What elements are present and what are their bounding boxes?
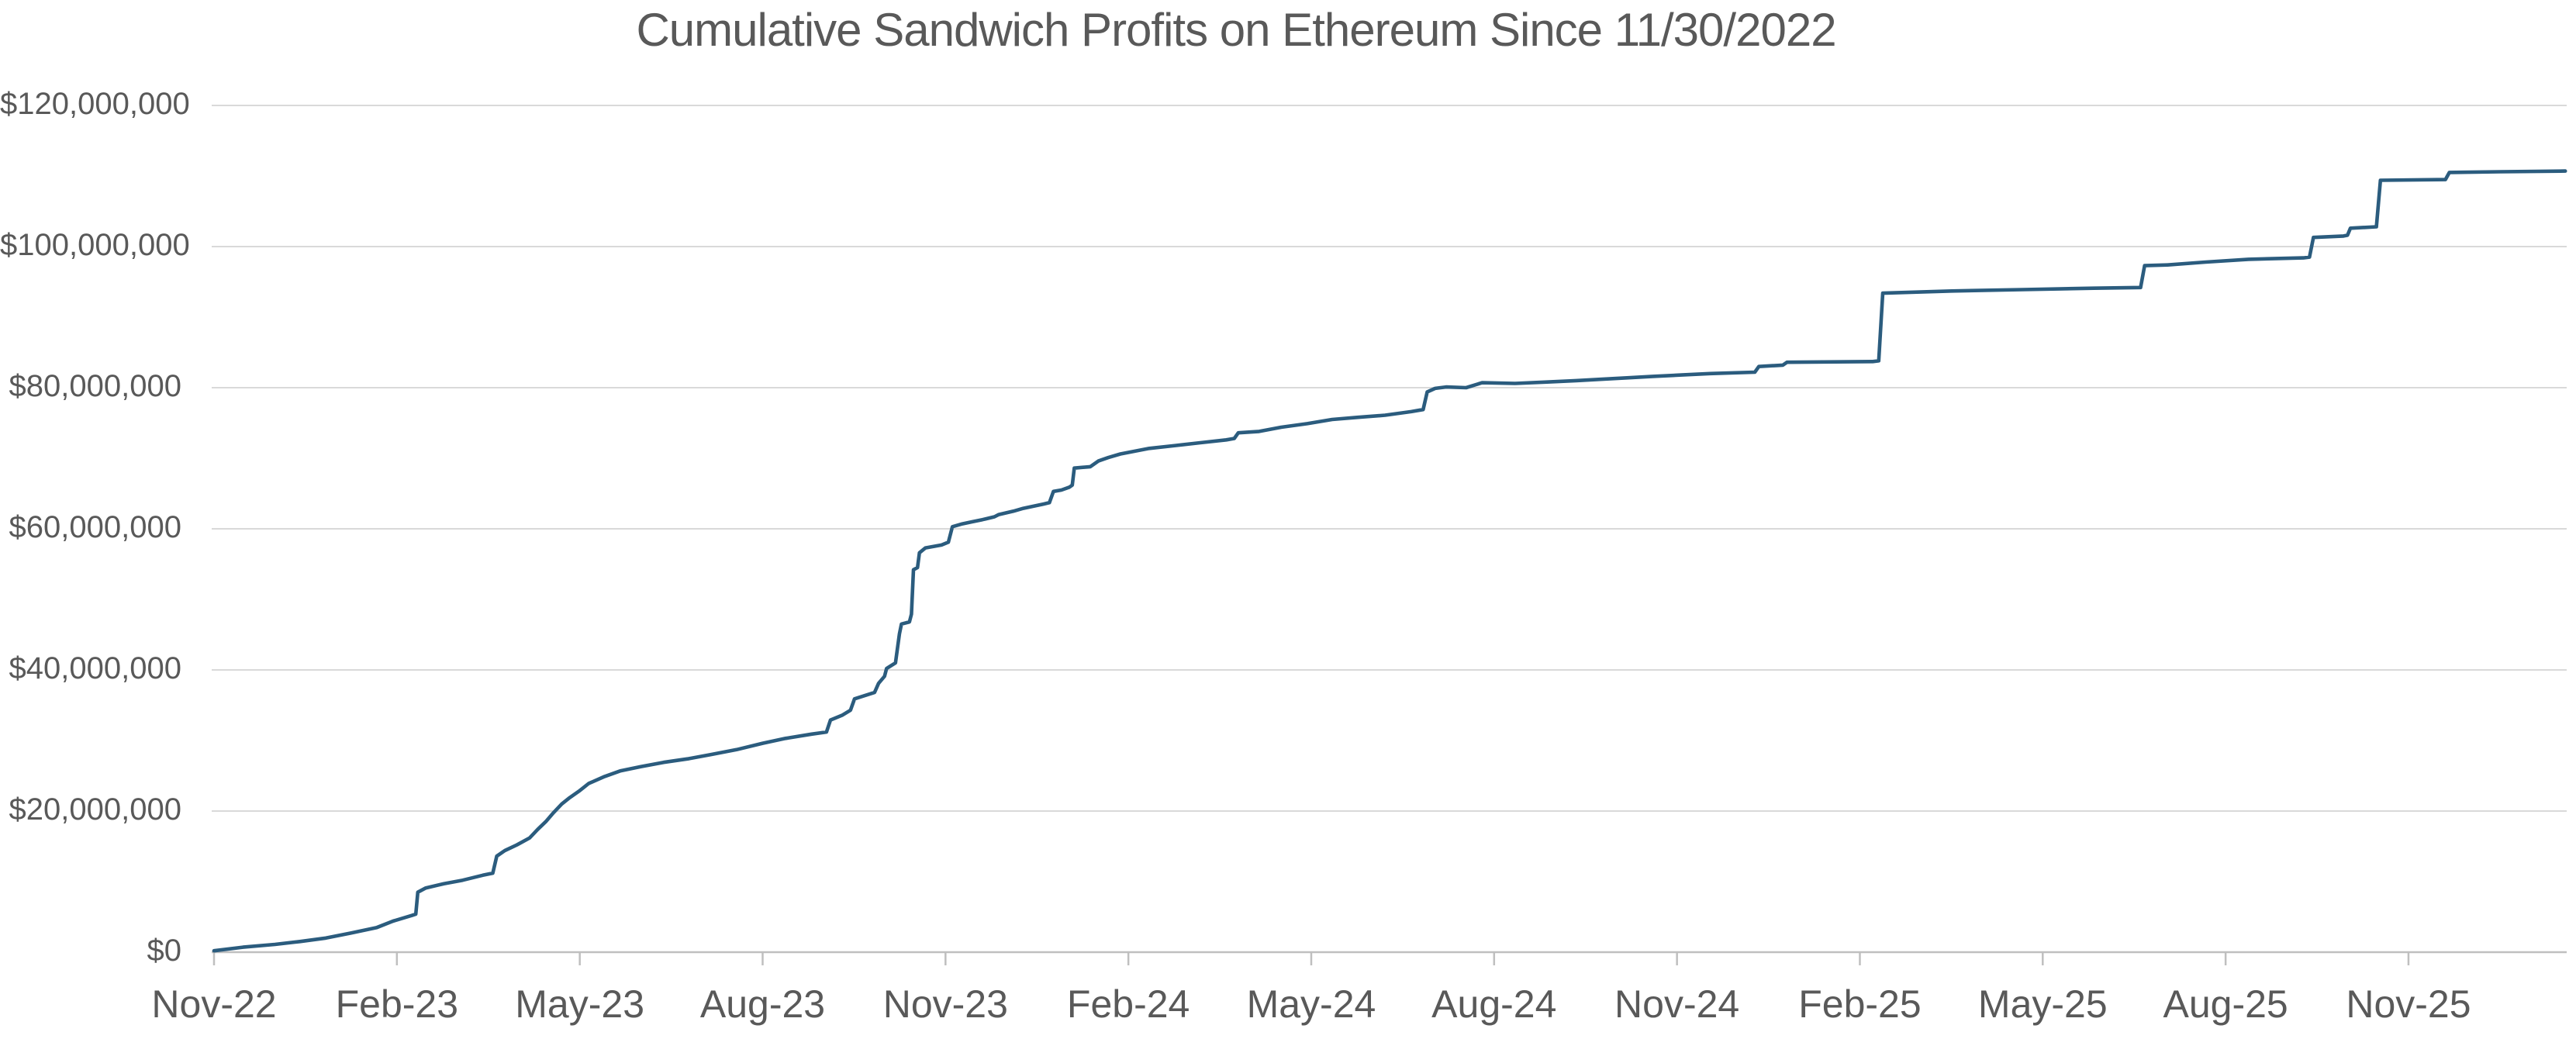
y-axis-tick-label: $120,000,000 [0,87,190,121]
x-axis-tick-label: Nov-24 [1614,982,1740,1026]
x-axis-tick-label: Feb-25 [1798,982,1922,1026]
x-axis-tick-label: Nov-25 [2346,982,2471,1026]
y-axis-tick-label: $0 [147,934,182,968]
x-axis-tick-label: May-24 [1246,982,1376,1026]
x-axis-tick-label: Feb-23 [335,982,459,1026]
x-axis-tick-label: Aug-23 [699,982,826,1026]
x-axis-tick-label: Aug-24 [1431,982,1557,1026]
x-axis-tick-label: Nov-23 [882,982,1008,1026]
y-axis-tick-label: $80,000,000 [9,369,181,403]
y-axis-tick-label: $40,000,000 [9,651,181,685]
x-axis-tick-label: May-25 [1977,982,2108,1026]
profit-line [212,169,2567,953]
y-axis-tick-label: $60,000,000 [9,510,181,544]
chart-title: Cumulative Sandwich Profits on Ethereum … [636,4,1836,56]
y-axis-tick-label: $20,000,000 [9,792,181,827]
x-axis-tick-label: Aug-25 [2163,982,2288,1026]
y-axis-tick-label: $100,000,000 [0,228,190,262]
x-axis-tick-label: Nov-22 [151,982,277,1026]
x-axis-tick-label: Feb-24 [1066,982,1190,1026]
x-axis-tick-label: May-23 [515,982,645,1026]
